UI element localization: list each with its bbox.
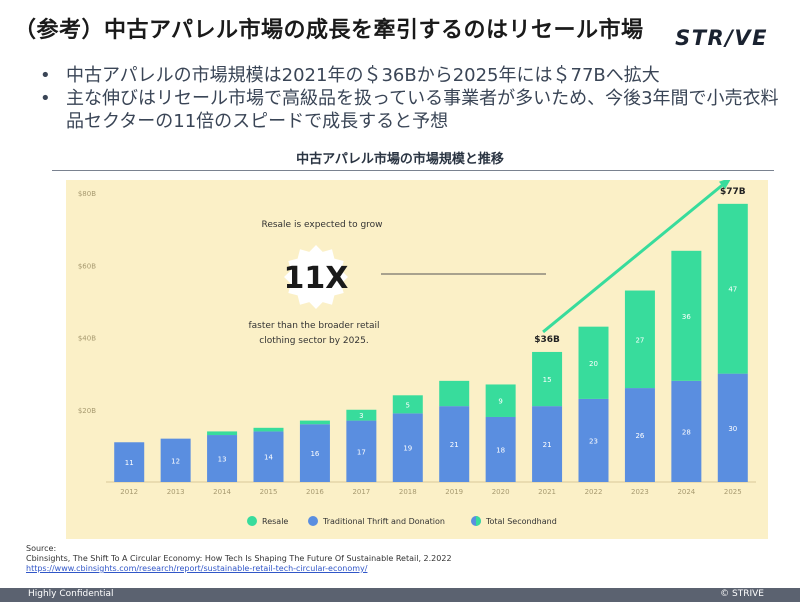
y-tick-label: $60B bbox=[78, 262, 96, 270]
bar-label-thrift: 18 bbox=[496, 446, 505, 454]
bar-label-thrift: 28 bbox=[682, 428, 691, 436]
x-tick-label: 2018 bbox=[399, 488, 417, 496]
x-tick-label: 2022 bbox=[585, 488, 603, 496]
bullet-item: 中古アパレルの市場規模は2021年の＄36Bから2025年には＄77Bへ拡大 bbox=[40, 64, 780, 87]
legend-label: Traditional Thrift and Donation bbox=[322, 517, 445, 526]
source-note: Source: Cbinsights, The Shift To A Circu… bbox=[26, 544, 452, 574]
bar-label-thrift: 30 bbox=[728, 425, 737, 433]
callout-bottom-line: clothing sector by 2025. bbox=[259, 336, 368, 346]
y-tick-label: $40B bbox=[78, 335, 96, 343]
bar-resale-2025 bbox=[717, 203, 748, 374]
bar-label-thrift: 14 bbox=[264, 454, 273, 462]
x-tick-label: 2021 bbox=[538, 488, 556, 496]
bar-label-resale: 5 bbox=[406, 401, 410, 409]
bar-thrift-2013 bbox=[160, 438, 191, 482]
total-label-2021: $36B bbox=[534, 335, 560, 345]
growth-arrow-head bbox=[718, 177, 732, 190]
x-tick-label: 2024 bbox=[677, 488, 695, 496]
growth-arrow bbox=[542, 178, 730, 334]
strive-logo: STR/VE bbox=[675, 26, 768, 50]
callout-big-text: 11X bbox=[284, 261, 349, 296]
bar-resale-2018 bbox=[392, 395, 423, 414]
legend-marker-half bbox=[476, 516, 481, 526]
x-tick-label: 2017 bbox=[352, 488, 370, 496]
x-tick-label: 2015 bbox=[260, 488, 278, 496]
x-tick-label: 2019 bbox=[445, 488, 463, 496]
bar-thrift-2012 bbox=[114, 442, 145, 482]
bullet-item: 主な伸びはリセール市場で高級品を扱っている事業者が多いため、今後3年間で小売衣料… bbox=[40, 87, 780, 133]
legend-marker bbox=[247, 516, 257, 526]
y-tick-label: $20B bbox=[78, 407, 96, 415]
bar-label-thrift: 21 bbox=[543, 441, 552, 449]
bar-label-resale: 47 bbox=[728, 286, 737, 294]
x-tick-label: 2013 bbox=[167, 488, 185, 496]
bar-thrift-2020 bbox=[485, 416, 516, 482]
bar-label-thrift: 17 bbox=[357, 448, 366, 456]
bar-resale-2021 bbox=[532, 351, 563, 407]
chart-container: $20B $40B $60B $80B 11 2012 12 2013 13 2014 14 2015… bbox=[66, 177, 768, 539]
y-tick-label: $80B bbox=[78, 190, 96, 198]
bar-thrift-2017 bbox=[346, 420, 377, 482]
callout-bottom-line: faster than the broader retail bbox=[248, 321, 379, 331]
source-link[interactable]: https://www.cbinsights.com/research/repo… bbox=[26, 564, 368, 573]
bar-label-resale: 27 bbox=[635, 336, 644, 344]
legend-marker bbox=[308, 516, 318, 526]
bar-label-thrift: 16 bbox=[310, 450, 319, 458]
x-tick-label: 2025 bbox=[724, 488, 742, 496]
callout-bottom-text: faster than the broader retail clothing s… bbox=[248, 321, 379, 346]
legend-label: Total Secondhand bbox=[485, 517, 557, 526]
bullet-list: 中古アパレルの市場規模は2021年の＄36Bから2025年には＄77Bへ拡大 主… bbox=[40, 64, 780, 133]
x-tick-label: 2014 bbox=[213, 488, 231, 496]
callout-badge bbox=[284, 245, 348, 309]
bar-label-thrift: 21 bbox=[450, 441, 459, 449]
x-tick-label: 2020 bbox=[492, 488, 510, 496]
bar-resale-2015 bbox=[253, 427, 284, 432]
bar-resale-2022 bbox=[578, 326, 609, 399]
x-tick-label: 2012 bbox=[120, 488, 138, 496]
bar-resale-2020 bbox=[485, 384, 516, 417]
bar-thrift-2024 bbox=[671, 380, 702, 482]
bar-thrift-2023 bbox=[624, 388, 655, 482]
bar-label-thrift: 12 bbox=[171, 457, 180, 465]
bar-resale-2014 bbox=[207, 431, 238, 436]
slide-title: （参考）中古アパレル市場の成長を牽引するのはリセール市場 bbox=[14, 18, 644, 43]
bar-thrift-2025 bbox=[717, 373, 748, 482]
footer-confidential: Highly Confidential bbox=[28, 589, 114, 599]
bar-label-resale: 9 bbox=[498, 398, 502, 406]
bar-label-thrift: 19 bbox=[403, 445, 412, 453]
legend-label: Resale bbox=[262, 517, 288, 526]
bar-thrift-2022 bbox=[578, 398, 609, 482]
x-tick-label: 2016 bbox=[306, 488, 324, 496]
footer-bar: Highly Confidential © STRIVE bbox=[0, 588, 800, 602]
bar-label-resale: 36 bbox=[682, 313, 691, 321]
callout-top-text: Resale is expected to grow bbox=[261, 220, 382, 230]
bar-label-resale: 3 bbox=[359, 412, 363, 420]
bar-resale-2017 bbox=[346, 409, 377, 421]
source-label: Source: bbox=[26, 544, 57, 553]
bar-label-thrift: 23 bbox=[589, 437, 598, 445]
bar-thrift-2018 bbox=[392, 413, 423, 482]
total-label-2025: $77B bbox=[720, 187, 746, 197]
bar-label-thrift: 26 bbox=[635, 432, 644, 440]
bar-label-resale: 15 bbox=[543, 376, 552, 384]
chart-heading: 中古アパレル市場の市場規模と推移 bbox=[296, 152, 504, 167]
bar-label-thrift: 13 bbox=[218, 456, 227, 464]
bar-thrift-2016 bbox=[299, 424, 330, 482]
bar-thrift-2021 bbox=[532, 406, 563, 482]
bar-resale-2016 bbox=[299, 420, 330, 425]
source-citation: Cbinsights, The Shift To A Circular Econ… bbox=[26, 554, 452, 563]
bar-label-thrift: 11 bbox=[125, 459, 134, 467]
bar-thrift-2015 bbox=[253, 431, 284, 482]
bar-resale-2019 bbox=[439, 380, 470, 407]
divider bbox=[52, 170, 774, 171]
footer-copyright: © STRIVE bbox=[720, 589, 764, 599]
bar-thrift-2014 bbox=[207, 435, 238, 482]
secondhand-market-chart: $20B$40B$60B$80B112012122013132014142015… bbox=[66, 177, 768, 539]
bar-resale-2024 bbox=[671, 250, 702, 381]
bar-resale-2023 bbox=[624, 290, 655, 389]
x-tick-label: 2023 bbox=[631, 488, 649, 496]
bar-label-resale: 20 bbox=[589, 360, 598, 368]
bar-thrift-2019 bbox=[439, 406, 470, 482]
